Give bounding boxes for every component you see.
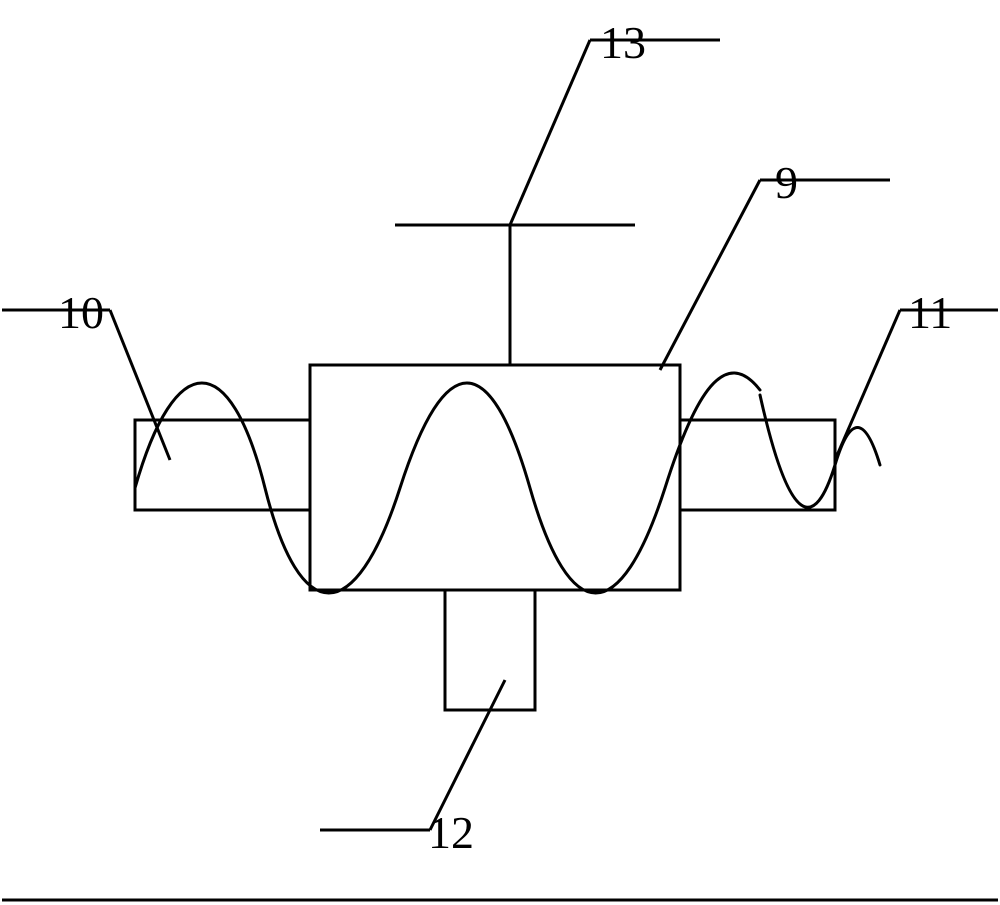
leader-10-diagonal <box>110 310 170 460</box>
label-12: 12 <box>428 807 474 858</box>
right-block <box>680 420 835 510</box>
leader-9-diagonal <box>660 180 760 370</box>
label-9: 9 <box>775 157 798 208</box>
main-block <box>310 365 680 590</box>
label-11: 11 <box>908 287 952 338</box>
label-10: 10 <box>58 287 104 338</box>
sine-right <box>760 395 880 507</box>
leader-13-diagonal <box>510 40 590 225</box>
bottom-block <box>445 590 535 710</box>
sine-main <box>135 373 760 593</box>
left-block <box>135 420 310 510</box>
label-13: 13 <box>600 17 646 68</box>
